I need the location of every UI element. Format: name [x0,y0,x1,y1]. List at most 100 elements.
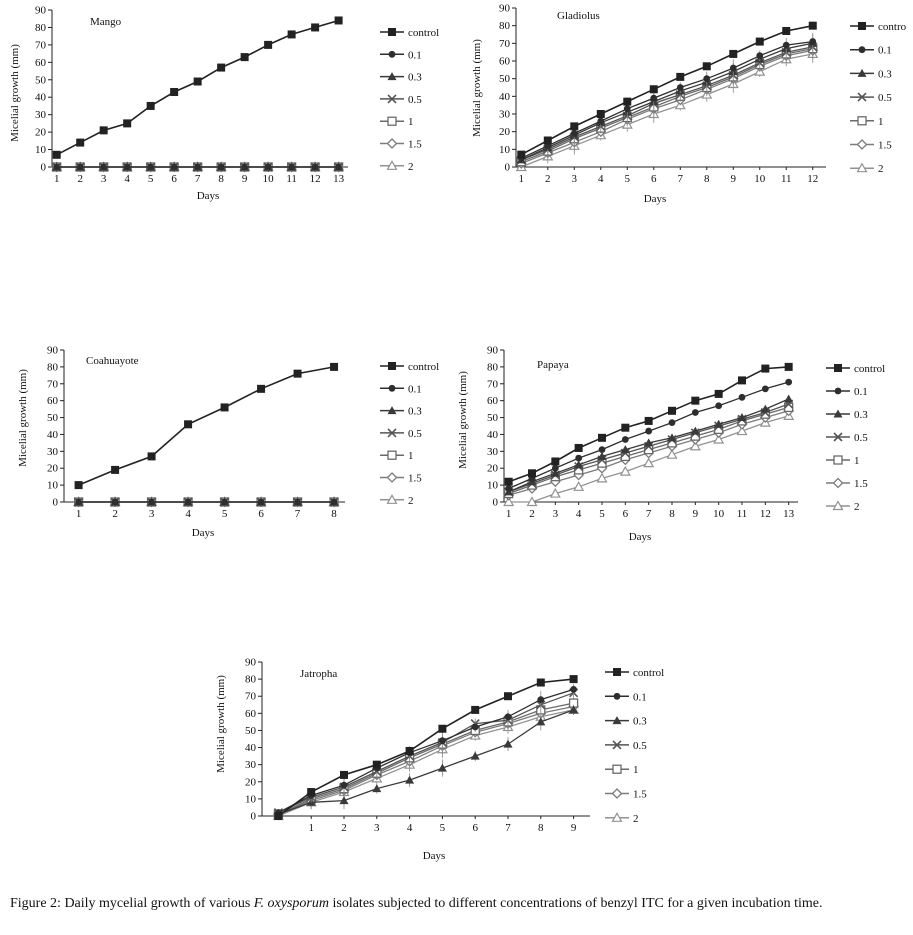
legend-marker [386,494,398,504]
x-tick-label: 4 [185,508,191,520]
x-tick-label: 5 [148,173,154,185]
data-point [334,16,343,25]
data-point [471,723,479,731]
legend-label: 0.3 [878,68,892,80]
data-point [257,384,266,393]
x-tick-label: 2 [77,173,83,185]
data-point [782,41,790,49]
legend-label: 0.5 [854,432,868,444]
data-point [536,717,546,726]
data-point [623,97,632,106]
chart-xlabel: Days [192,527,215,539]
y-tick-label: 90 [245,657,257,669]
series-control [52,16,343,159]
x-tick-label: 6 [472,822,478,834]
y-tick-label: 0 [41,162,47,174]
x-tick-label: 3 [101,173,107,185]
legend-marker [613,668,621,676]
data-point [756,52,764,60]
legend-marker [386,160,398,170]
data-point [570,122,579,131]
chart-title: Jatropha [300,668,337,680]
data-point [293,369,302,378]
series-line [521,53,813,168]
data-point [503,739,513,748]
data-point [307,788,316,797]
series-line [278,702,574,815]
series-line [78,366,335,486]
figure-caption-species: F. oxysporum [253,896,329,911]
data-point [575,454,583,462]
data-point [288,163,296,171]
x-tick-label: 2 [112,508,118,520]
y-tick-label: 40 [47,429,59,441]
legend-marker [386,472,398,483]
data-point [405,775,415,784]
y-tick-label: 90 [47,345,59,357]
data-point [170,163,178,171]
y-tick-label: 60 [35,57,47,69]
data-point [75,498,82,506]
series-line [278,709,574,815]
series-line [278,709,574,817]
y-tick-label: 30 [47,446,59,458]
data-point [691,409,699,416]
data-point [194,163,202,171]
data-point [471,705,480,714]
data-point [668,419,676,427]
y-tick-label: 20 [35,127,47,139]
data-point [645,427,653,435]
data-point [676,84,684,91]
legend-marker [388,384,396,392]
legend-label: 1.5 [408,473,422,485]
data-point [729,64,737,72]
legend-marker [833,432,843,442]
y-tick-label: 70 [47,378,59,390]
data-point [335,163,343,171]
x-tick-label: 9 [242,173,248,185]
x-tick-label: 2 [545,173,551,185]
data-point [729,49,738,58]
series-control [504,362,793,486]
x-tick-label: 13 [333,173,345,185]
data-point [597,451,607,460]
chart-ylabel: Micelial growth (mm) [17,369,29,467]
legend-marker [387,72,397,81]
series-line [278,688,574,814]
x-tick-label: 3 [572,173,578,185]
legend-label: 0.1 [878,45,892,57]
y-tick-label: 0 [493,497,499,509]
data-point [689,440,701,451]
data-point [536,678,545,687]
y-tick-label: 40 [245,742,257,754]
legend-label: 0.5 [878,92,892,104]
data-point [99,126,108,135]
x-tick-label: 8 [704,173,710,185]
data-point [504,713,512,721]
data-point [504,477,513,486]
data-point [598,433,606,442]
chart-ylabel: Micelial growth (mm) [9,44,21,142]
legend-marker [611,812,623,822]
chart-title: Papaya [537,359,569,371]
data-point [761,364,770,373]
legend-label: 2 [854,501,860,513]
y-tick-label: 20 [499,126,511,138]
data-point [569,705,579,714]
x-tick-label: 7 [678,173,684,185]
y-tick-label: 60 [245,708,257,720]
data-point [274,812,283,820]
chart-gladiolus-group: Gladiolus Days Micelial growth (mm) [471,10,666,205]
y-tick-label: 80 [487,361,499,373]
x-tick-label: 4 [407,822,413,834]
x-tick-label: 8 [331,508,337,520]
y-tick-label: 50 [245,725,257,737]
data-point [714,419,724,428]
figure-caption-prefix: Figure 2: Daily mycelial growth of vario… [10,896,254,911]
series-control [517,21,817,159]
y-tick-label: 90 [499,3,511,15]
chart-jatropha-group: Jatropha Days Micelial growth (mm) [215,668,445,862]
data-point [598,446,606,454]
data-point [596,110,605,118]
legend-label: 1 [633,764,639,776]
